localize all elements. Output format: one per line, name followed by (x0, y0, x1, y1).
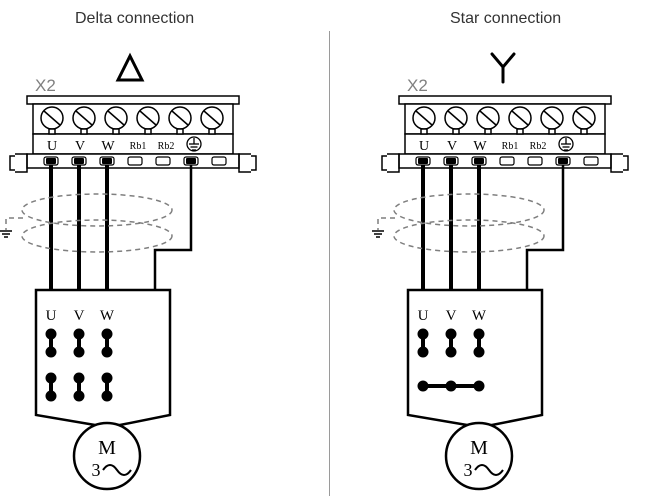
page: Delta connection Star connection X2 X2 (0, 0, 660, 501)
star-diagram: U V W Rb1 Rb2 (0, 0, 660, 501)
svg-text:M: M (470, 437, 488, 459)
svg-text:W: W (472, 308, 487, 324)
svg-text:V: V (447, 139, 457, 154)
svg-text:V: V (446, 308, 457, 324)
svg-text:U: U (419, 139, 429, 154)
svg-text:3: 3 (464, 460, 473, 480)
svg-text:Rb1: Rb1 (502, 141, 519, 152)
svg-text:U: U (418, 308, 429, 324)
svg-text:Rb2: Rb2 (530, 141, 547, 152)
svg-text:W: W (473, 139, 487, 154)
